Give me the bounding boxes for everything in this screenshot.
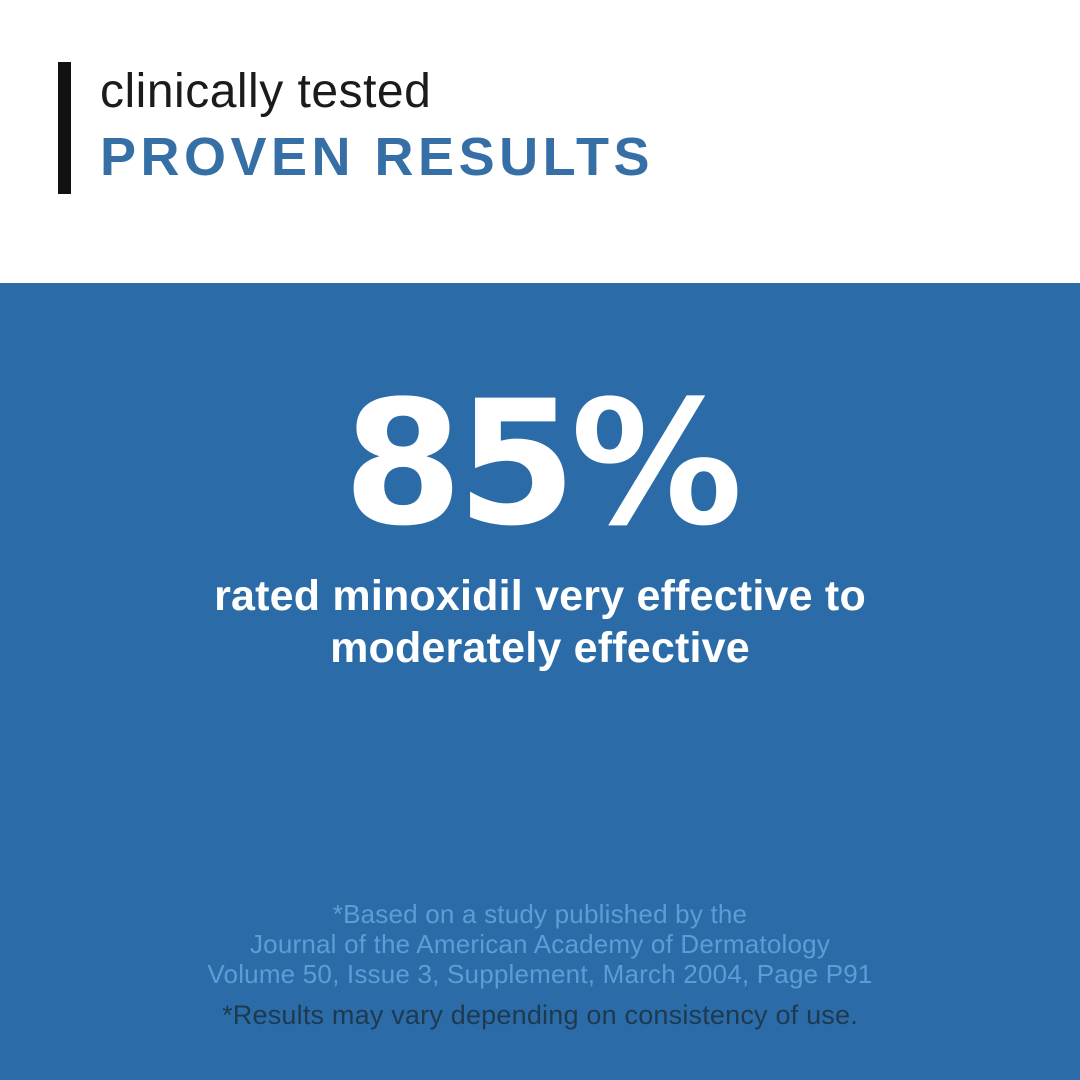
header-eyebrow: clinically tested (100, 65, 432, 118)
study-citation: *Based on a study published by the Journ… (0, 899, 1080, 989)
results-disclaimer: *Results may vary depending on consisten… (222, 999, 858, 1030)
citation-line-2: Journal of the American Academy of Derma… (249, 928, 831, 959)
stat-description-line-2: moderately effective (330, 624, 750, 673)
stat-panel: 85% rated minoxidil very effective to mo… (0, 283, 1080, 1080)
citation-line-1: *Based on a study published by the (332, 898, 748, 929)
accent-bar (58, 62, 71, 194)
header-block: clinically tested PROVEN RESULTS (58, 62, 654, 194)
header-text: clinically tested PROVEN RESULTS (100, 62, 654, 194)
stat-value: 85% (343, 363, 743, 564)
header-section: clinically tested PROVEN RESULTS (0, 0, 1080, 283)
stat-description-line-1: rated minoxidil very effective to (214, 572, 866, 620)
citation-line-3: Volume 50, Issue 3, Supplement, March 20… (207, 958, 873, 989)
header-title: PROVEN RESULTS (100, 127, 655, 188)
stat-description: rated minoxidil very effective to modera… (0, 570, 1080, 675)
